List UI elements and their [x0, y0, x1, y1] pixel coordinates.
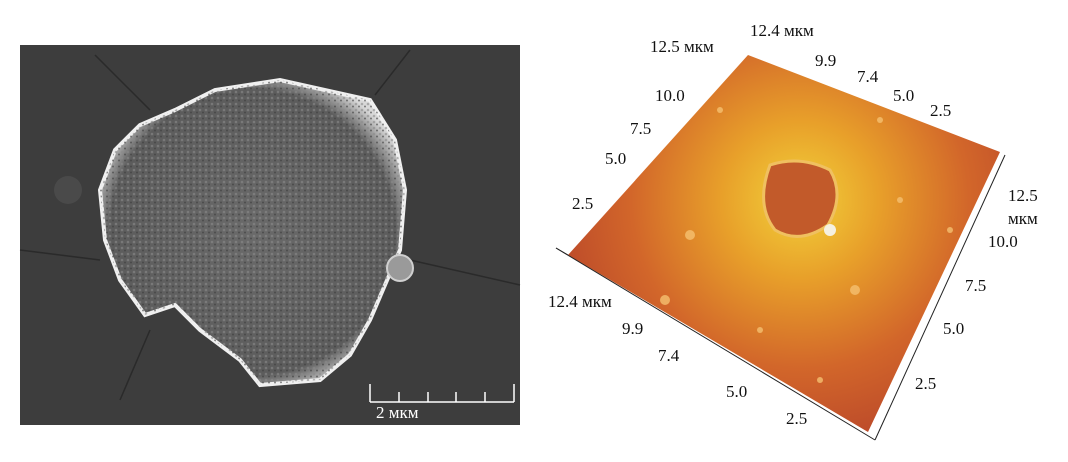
scale-bar-label: 2 мкм	[376, 403, 419, 422]
axis-top-right: 12.4 мкм 9.9 7.4 5.0 2.5	[750, 21, 951, 120]
axis-bottom-left: 12.4 мкм 9.9 7.4 5.0 2.5	[548, 292, 807, 428]
axis-label: 12.4 мкм	[750, 21, 814, 40]
afm-particles	[660, 107, 953, 383]
axis-label: 5.0	[893, 86, 914, 105]
axis-right: 12.5 мкм 10.0 7.5 5.0 2.5	[915, 186, 1038, 393]
afm-image: 12.5 мкм 10.0 7.5 5.0 2.5 12.4 мкм 9.9 7…	[548, 21, 1038, 441]
axis-label: 9.9	[815, 51, 836, 70]
axis-label: 5.0	[605, 149, 626, 168]
sem-particle	[54, 176, 82, 204]
sem-particle	[386, 254, 414, 282]
axis-label: 10.0	[988, 232, 1018, 251]
axis-label: 5.0	[943, 319, 964, 338]
axis-label: 9.9	[622, 319, 643, 338]
axis-label: 2.5	[786, 409, 807, 428]
axis-label: 7.5	[630, 119, 651, 138]
axis-label: мкм	[1008, 209, 1038, 228]
axis-label: 7.5	[965, 276, 986, 295]
afm-pit	[762, 159, 839, 238]
sem-cracks	[19, 49, 521, 401]
axis-label: 12.5	[1008, 186, 1038, 205]
scale-bar	[369, 384, 515, 403]
axis-label: 5.0	[726, 382, 747, 401]
afm-axes	[555, 154, 1006, 441]
axis-label: 2.5	[572, 194, 593, 213]
sem-texture	[100, 80, 405, 385]
axis-label: 7.4	[857, 67, 879, 86]
afm-particle	[824, 224, 836, 236]
axis-label: 7.4	[658, 346, 680, 365]
sem-image: 2 мкм	[19, 45, 521, 425]
axis-top-left: 12.5 мкм 10.0 7.5 5.0 2.5	[572, 37, 714, 213]
axis-label: 2.5	[915, 374, 936, 393]
axis-label: 2.5	[930, 101, 951, 120]
afm-surface	[568, 55, 1000, 432]
axis-label: 12.5 мкм	[650, 37, 714, 56]
axis-label: 12.4 мкм	[548, 292, 612, 311]
axis-label: 10.0	[655, 86, 685, 105]
